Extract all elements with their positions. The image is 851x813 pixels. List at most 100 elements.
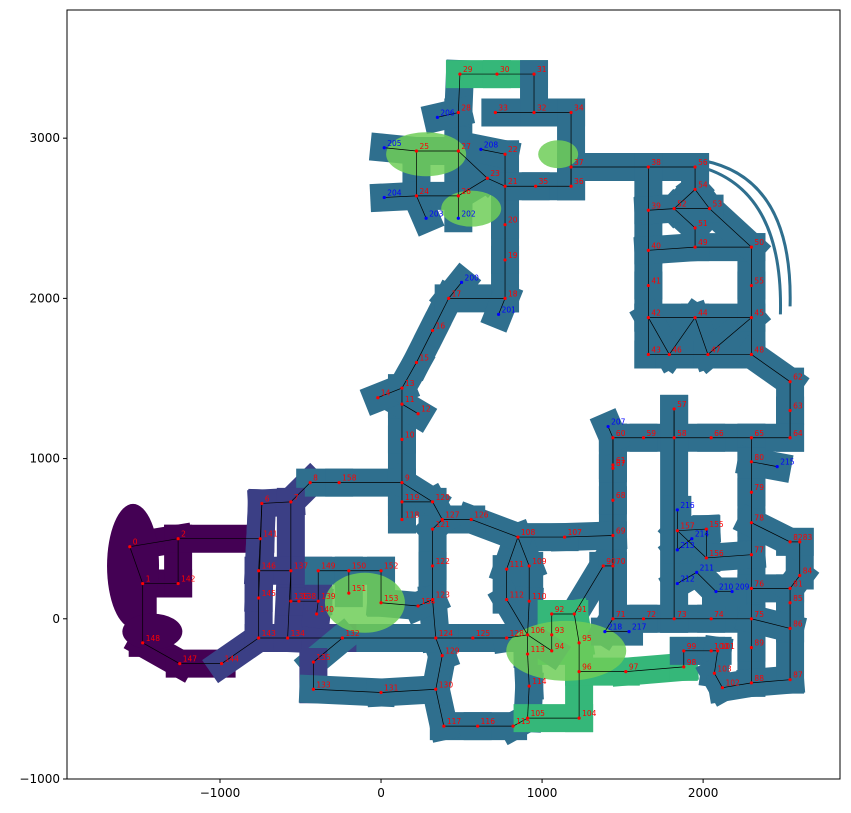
x-tick-label: 1000 [527,786,558,800]
red-node-87 [788,678,792,682]
blue-node-214 [690,537,694,541]
red-node-label-69: 69 [616,526,626,535]
red-node-label-26: 26 [461,187,471,196]
red-node-145 [257,596,261,600]
red-node-86 [788,626,792,631]
red-node-15 [414,360,419,365]
red-node-7 [289,500,293,504]
red-node-label-155: 155 [709,520,724,529]
red-node-48 [749,352,754,357]
red-node-label-94: 94 [555,642,565,651]
red-node-label-49: 49 [698,238,708,247]
red-node-154 [416,604,420,608]
red-node-94 [550,649,554,653]
red-node-67 [611,466,615,470]
red-node-label-15: 15 [419,353,429,362]
red-node-label-145: 145 [262,589,277,598]
graph-edge [142,642,180,664]
graph-edge [706,554,752,559]
red-node-label-18: 18 [508,289,518,298]
red-node-129 [440,654,444,658]
red-node-label-152: 152 [384,562,399,571]
graph-edge [648,246,696,251]
graph-edge [129,546,144,584]
x-tick-label: 2000 [688,786,719,800]
red-node-69 [611,533,615,538]
red-node-139 [316,599,320,603]
red-node-label-125: 125 [476,629,491,638]
red-node-132 [340,636,344,640]
red-node-56 [693,165,697,169]
red-node-label-7: 7 [294,493,299,502]
red-node-label-1: 1 [146,575,151,584]
graph-edge [432,501,443,520]
graph-edge [564,535,613,538]
red-node-46 [667,352,671,357]
red-node-label-104: 104 [582,709,597,718]
red-node-74 [709,617,713,621]
graph-edge [648,317,670,355]
red-node-label-129: 129 [445,647,460,656]
red-node-label-25: 25 [419,142,429,151]
red-node-label-38: 38 [651,158,661,167]
floor-blob-west [107,503,160,628]
graph-edge [527,601,530,635]
red-node-50 [749,245,754,249]
red-node-89 [749,646,754,650]
red-node-70 [611,564,615,568]
graph-edge [648,208,675,211]
red-node-label-81: 81 [793,579,803,588]
red-node-label-9: 9 [405,474,410,483]
graph-edge [480,149,506,155]
red-node-label-61: 61 [616,456,626,465]
graph-edge [221,637,259,664]
red-node-125 [471,636,475,640]
red-node-146 [257,569,261,573]
red-node-32 [532,110,536,115]
red-node-140 [315,612,319,616]
red-node-25 [414,149,419,153]
red-node-11 [400,402,404,406]
blue-node-211 [695,570,699,574]
red-node-62 [788,380,792,384]
red-node-label-151: 151 [352,584,367,593]
graph-edge [316,601,319,615]
red-node-label-130: 130 [439,680,454,689]
red-node-81 [788,586,792,590]
red-node-45 [749,316,754,320]
graph-edge [401,403,419,415]
red-node-label-135: 135 [316,653,331,662]
red-node-label-97: 97 [629,663,639,672]
red-node-label-122: 122 [436,557,451,566]
red-node-150 [347,569,351,573]
graph-edge [607,426,614,438]
blue-node-209 [730,589,734,594]
red-node-label-42: 42 [651,309,661,318]
graph-edge [673,208,696,229]
blue-node-label-207: 207 [611,418,626,427]
red-node-label-75: 75 [754,610,764,619]
graph-edge [313,637,343,663]
floor-blob-southwest [122,613,183,650]
x-tick-label: −1000 [200,786,241,800]
red-node-label-127: 127 [445,510,460,519]
graph-edge [573,565,604,615]
red-node-109 [527,564,531,568]
floor-patch-light [441,190,502,227]
red-node-20 [503,223,507,227]
floor-patch-light [324,572,405,633]
red-node-84 [798,573,802,578]
red-node-label-93: 93 [555,626,565,635]
red-node-label-141: 141 [263,530,278,539]
graph-edge [751,461,778,467]
red-node-97 [624,670,628,674]
red-node-19 [503,258,507,262]
red-node-label-109: 109 [532,557,547,566]
red-node-105 [525,716,530,720]
red-node-label-68: 68 [616,491,626,500]
graph-edge [751,679,791,684]
red-node-119 [400,500,404,504]
graph-edge [707,317,752,355]
